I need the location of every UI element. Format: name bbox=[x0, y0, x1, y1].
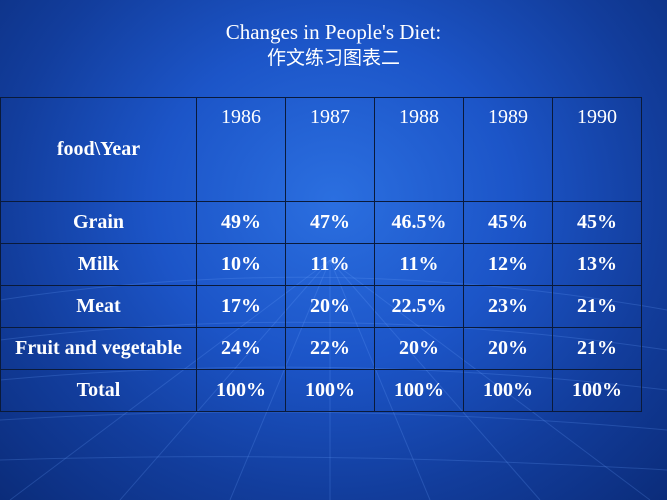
year-header-cell: 1987 bbox=[285, 97, 375, 202]
table-cell: 20% bbox=[463, 327, 553, 370]
table-cell: 22.5% bbox=[374, 285, 464, 328]
table-cell: 100% bbox=[285, 369, 375, 412]
year-header-cell: 1986 bbox=[196, 97, 286, 202]
food-label-cell: Total bbox=[0, 369, 197, 412]
table-cell: 47% bbox=[285, 201, 375, 244]
table-cell: 45% bbox=[552, 201, 642, 244]
food-label-cell: Grain bbox=[0, 201, 197, 244]
food-label-cell: Meat bbox=[0, 285, 197, 328]
year-header-cell: 1990 bbox=[552, 97, 642, 202]
table-cell: 100% bbox=[196, 369, 286, 412]
table-cell: 11% bbox=[374, 243, 464, 286]
food-label-cell: Fruit and vegetable bbox=[0, 327, 197, 370]
table-cell: 21% bbox=[552, 327, 642, 370]
table-cell: 20% bbox=[285, 285, 375, 328]
table-cell: 10% bbox=[196, 243, 286, 286]
food-label-cell: Milk bbox=[0, 243, 197, 286]
table-cell: 13% bbox=[552, 243, 642, 286]
table-cell: 12% bbox=[463, 243, 553, 286]
table-cell: 45% bbox=[463, 201, 553, 244]
table-header-row: food\Year 1986 1987 1988 1989 1990 bbox=[0, 97, 642, 202]
table-cell: 49% bbox=[196, 201, 286, 244]
year-header-cell: 1988 bbox=[374, 97, 464, 202]
diet-table: food\Year 1986 1987 1988 1989 1990 Grain… bbox=[0, 97, 642, 412]
table-cell: 11% bbox=[285, 243, 375, 286]
table-cell: 23% bbox=[463, 285, 553, 328]
table-row: Fruit and vegetable 24% 22% 20% 20% 21% bbox=[0, 327, 642, 370]
table-cell: 20% bbox=[374, 327, 464, 370]
table-cell: 46.5% bbox=[374, 201, 464, 244]
corner-header-cell: food\Year bbox=[0, 97, 197, 202]
table-row: Meat 17% 20% 22.5% 23% 21% bbox=[0, 285, 642, 328]
slide-subtitle: 作文练习图表二 bbox=[266, 47, 400, 69]
table-cell: 100% bbox=[552, 369, 642, 412]
slide-title: Changes in People's Diet: bbox=[225, 20, 442, 44]
table-row: Grain 49% 47% 46.5% 45% 45% bbox=[0, 201, 642, 244]
table-cell: 17% bbox=[196, 285, 286, 328]
table-row: Total 100% 100% 100% 100% 100% bbox=[0, 369, 642, 412]
table-cell: 22% bbox=[285, 327, 375, 370]
table-cell: 100% bbox=[463, 369, 553, 412]
table-cell: 24% bbox=[196, 327, 286, 370]
year-header-cell: 1989 bbox=[463, 97, 553, 202]
table-row: Milk 10% 11% 11% 12% 13% bbox=[0, 243, 642, 286]
table-cell: 21% bbox=[552, 285, 642, 328]
table-cell: 100% bbox=[374, 369, 464, 412]
